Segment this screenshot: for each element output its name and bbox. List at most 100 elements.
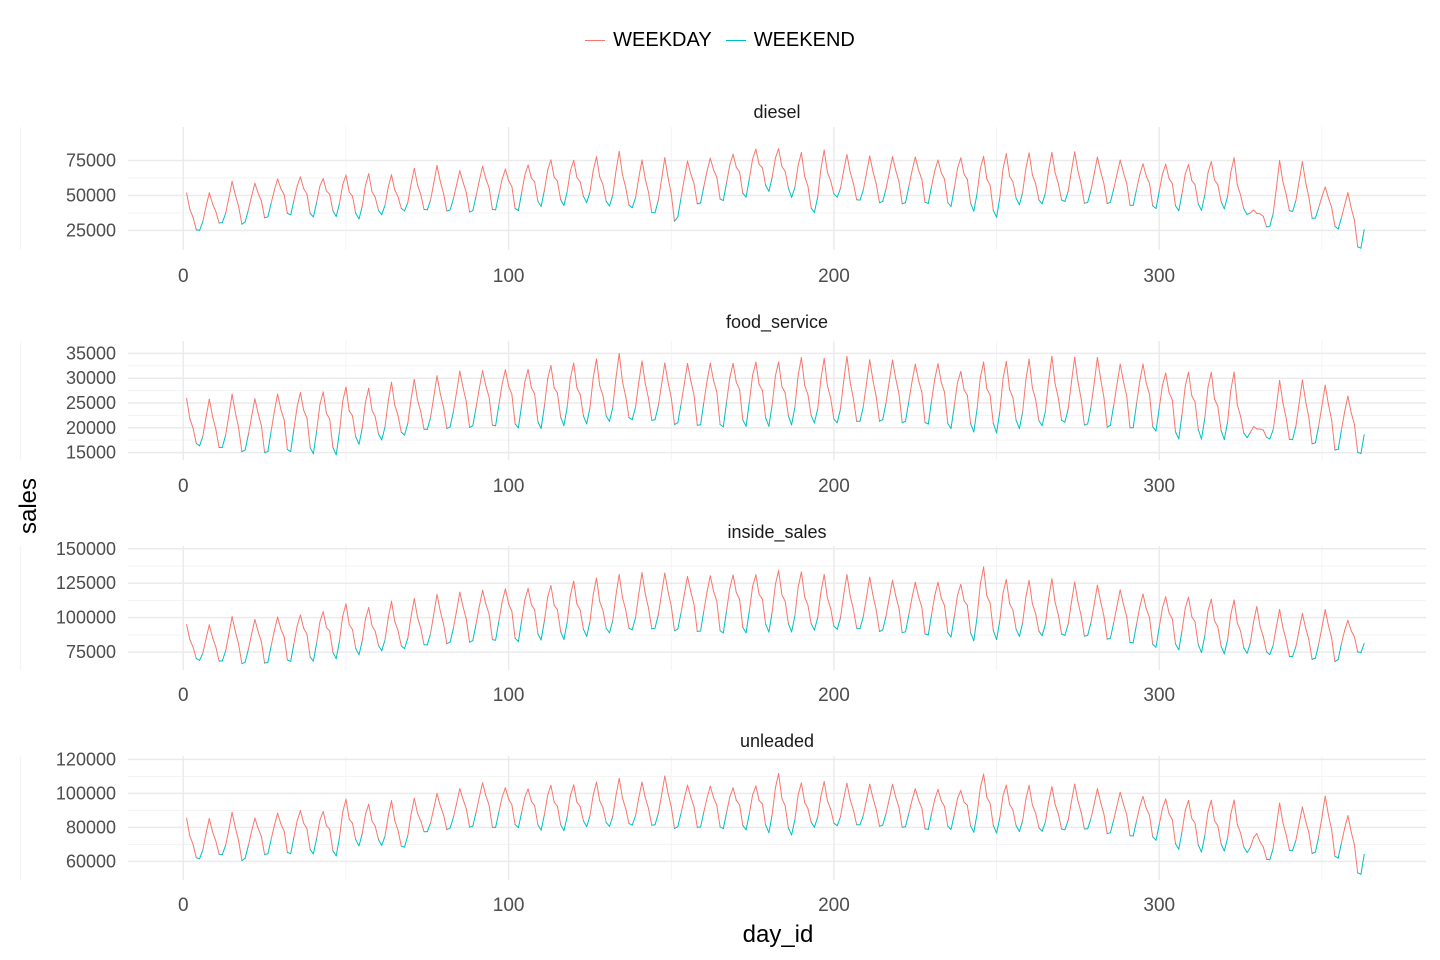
weekday-segment (436, 793, 441, 807)
weekday-segment (596, 577, 601, 603)
weekend-segment (924, 422, 929, 425)
weekday-segment (794, 375, 799, 408)
weekday-segment (417, 616, 422, 629)
weekday-segment (908, 799, 913, 814)
weekend-segment (859, 616, 864, 629)
x-tick-label: 200 (818, 476, 850, 497)
weekday-segment (1236, 823, 1242, 834)
weekend-segment (1360, 229, 1365, 249)
weekday-segment (612, 594, 617, 622)
weekday-segment (1181, 607, 1186, 632)
weekday-segment (202, 205, 207, 223)
weekday-segment (1054, 803, 1059, 815)
weekday-segment (566, 377, 571, 408)
weekday-segment (384, 815, 389, 837)
weekday-segment (709, 785, 715, 799)
weekday-segment (231, 616, 236, 633)
weekday-segment (1194, 401, 1199, 430)
weekend-segment (1314, 644, 1320, 659)
weekday-segment (602, 610, 607, 629)
weekday-segment (394, 820, 399, 831)
weekday-segment (1194, 184, 1199, 205)
weekday-segment (365, 607, 370, 620)
weekend-segment (472, 623, 477, 642)
weekday-segment (592, 358, 597, 379)
weekend-segment (1041, 192, 1046, 205)
weekend-segment (970, 202, 975, 212)
weekday-segment (1275, 379, 1281, 408)
weekday-segment (670, 397, 675, 425)
weekday-segment (866, 576, 871, 598)
weekday-segment (921, 606, 926, 635)
weekday-segment (488, 187, 493, 210)
weekday-segment (1096, 584, 1102, 603)
weekday-segment (852, 608, 858, 629)
weekday-segment (680, 383, 685, 406)
weekday-segment (1344, 619, 1349, 631)
weekday-segment (1298, 161, 1303, 182)
weekday-segment (823, 149, 828, 173)
panel-title-diesel: diesel (753, 102, 800, 122)
weekend-segment (791, 819, 796, 836)
weekend-segment (609, 816, 614, 827)
weekend-segment (677, 612, 682, 630)
weekday-segment (641, 360, 646, 384)
weekday-segment (1100, 601, 1105, 617)
weekday-segment (325, 626, 331, 632)
weekday-segment (602, 184, 607, 202)
weekday-segment (918, 169, 923, 180)
weekday-segment (521, 599, 526, 622)
weekday-segment (830, 180, 835, 195)
weekday-segment (1077, 601, 1082, 617)
weekday-segment (895, 595, 900, 609)
weekday-segment (641, 159, 646, 180)
weekday-segment (771, 375, 776, 406)
weekday-segment (465, 401, 471, 428)
weekend-segment (426, 633, 431, 646)
weekend-segment (628, 823, 633, 826)
weekend-segment (927, 400, 932, 425)
weekday-segment (283, 636, 288, 661)
weekday-segment (270, 189, 275, 204)
weekday-segment (417, 812, 422, 822)
weekend-segment (654, 199, 659, 214)
weekend-segment (654, 614, 659, 629)
weekday-segment (296, 810, 301, 822)
weekday-segment (456, 370, 461, 393)
weekend-segment (722, 812, 728, 830)
weekday-segment (1301, 379, 1307, 402)
weekend-segment (1243, 432, 1248, 439)
weekday-segment (1158, 607, 1163, 628)
weekday-segment (322, 391, 327, 414)
weekday-segment (374, 196, 379, 211)
weekday-segment (273, 616, 279, 631)
weekday-segment (931, 170, 936, 188)
weekday-segment (534, 181, 539, 202)
weekday-segment (371, 625, 376, 632)
weekday-segment (238, 840, 243, 862)
weekday-segment (755, 574, 760, 595)
weekday-segment (1298, 612, 1303, 631)
weekend-segment (791, 615, 796, 633)
weekday-segment (966, 604, 972, 634)
weekday-segment (186, 818, 191, 837)
weekend-segment (472, 195, 477, 212)
weekday-segment (202, 416, 207, 437)
weekday-segment (530, 177, 536, 183)
weekday-segment (732, 363, 737, 383)
weekday-segment (911, 363, 916, 383)
weekday-segment (683, 363, 688, 385)
weekend-segment (358, 640, 363, 656)
weekday-segment (527, 368, 532, 389)
weekday-segment (553, 801, 558, 807)
weekday-segment (1158, 173, 1163, 192)
weekday-segment (1308, 417, 1313, 445)
weekday-segment (999, 794, 1004, 819)
weekday-segment (251, 398, 256, 418)
weekday-segment (306, 417, 311, 449)
weekday-segment (1103, 615, 1108, 640)
weekday-segment (465, 808, 471, 828)
weekday-segment (387, 174, 392, 188)
weekend-segment (973, 408, 978, 433)
weekend-segment (1197, 429, 1202, 440)
